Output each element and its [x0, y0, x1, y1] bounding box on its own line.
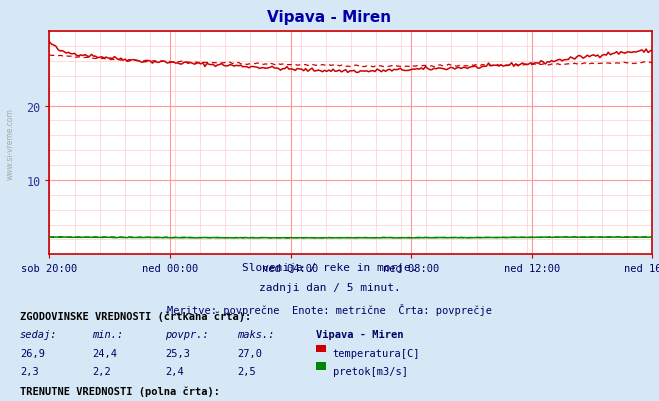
Text: 2,3: 2,3	[20, 366, 38, 376]
Text: 26,9: 26,9	[20, 348, 45, 358]
Text: 25,3: 25,3	[165, 348, 190, 358]
Text: Vipava - Miren: Vipava - Miren	[316, 330, 404, 340]
Text: zadnji dan / 5 minut.: zadnji dan / 5 minut.	[258, 283, 401, 293]
Text: Slovenija / reke in morje.: Slovenija / reke in morje.	[242, 263, 417, 273]
Text: sedaj:: sedaj:	[20, 330, 57, 340]
Text: povpr.:: povpr.:	[165, 330, 208, 340]
Text: 2,2: 2,2	[92, 366, 111, 376]
Text: min.:: min.:	[92, 330, 123, 340]
Text: 24,4: 24,4	[92, 348, 117, 358]
Text: 27,0: 27,0	[237, 348, 262, 358]
Text: TRENUTNE VREDNOSTI (polna črta):: TRENUTNE VREDNOSTI (polna črta):	[20, 386, 219, 396]
Text: Vipava - Miren: Vipava - Miren	[268, 10, 391, 25]
Text: 2,4: 2,4	[165, 366, 183, 376]
Text: 2,5: 2,5	[237, 366, 256, 376]
Text: maks.:: maks.:	[237, 330, 275, 340]
Text: www.si-vreme.com: www.si-vreme.com	[6, 107, 14, 179]
Text: Meritve: povprečne  Enote: metrične  Črta: povprečje: Meritve: povprečne Enote: metrične Črta:…	[167, 303, 492, 315]
Text: pretok[m3/s]: pretok[m3/s]	[333, 366, 408, 376]
Text: ZGODOVINSKE VREDNOSTI (črtkana črta):: ZGODOVINSKE VREDNOSTI (črtkana črta):	[20, 311, 251, 321]
Text: temperatura[C]: temperatura[C]	[333, 348, 420, 358]
